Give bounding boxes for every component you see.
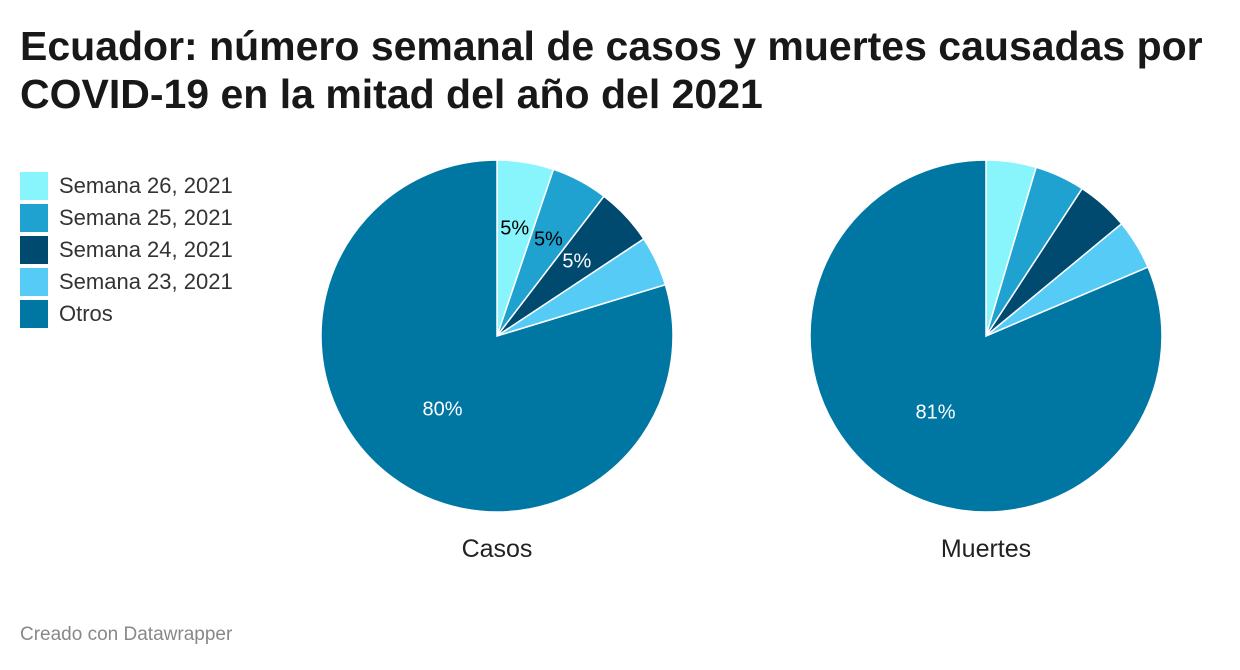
footer-credit: Creado con Datawrapper (20, 624, 233, 645)
chart-title: Ecuador: número semanal de casos y muert… (20, 23, 1203, 117)
legend-item: Semana 25, 2021 (20, 202, 233, 234)
legend-label: Semana 23, 2021 (59, 269, 233, 294)
legend-swatch (20, 236, 48, 264)
legend-item: Semana 26, 2021 (20, 170, 233, 202)
legend-label: Semana 24, 2021 (59, 237, 233, 262)
legend-item: Semana 23, 2021 (20, 266, 233, 298)
slice-label: 5% (500, 217, 529, 239)
legend-swatch (20, 172, 48, 200)
legend-swatch (20, 300, 48, 328)
slice-label: 81% (915, 401, 955, 423)
legend-label: Semana 26, 2021 (59, 173, 233, 198)
legend-swatch (20, 204, 48, 232)
legend-item: Semana 24, 2021 (20, 234, 233, 266)
slice-label: 80% (422, 399, 462, 421)
legend: Semana 26, 2021 Semana 25, 2021 Semana 24,… (20, 170, 233, 330)
pie-casos: 5%5%5%80%Casos (320, 159, 674, 563)
legend-swatch (20, 268, 48, 296)
pie-slice (809, 159, 1163, 513)
pie-name: Casos (462, 535, 533, 563)
pie-muertes: 81% Muertes (809, 159, 1163, 563)
legend-item: Otros (20, 298, 233, 330)
pie-slice (320, 159, 674, 513)
slice-label: 5% (562, 251, 591, 273)
legend-label: Otros (59, 301, 113, 326)
pie-name: Muertes (941, 535, 1031, 563)
slice-label: 5% (534, 229, 563, 251)
legend-label: Semana 25, 2021 (59, 205, 233, 230)
